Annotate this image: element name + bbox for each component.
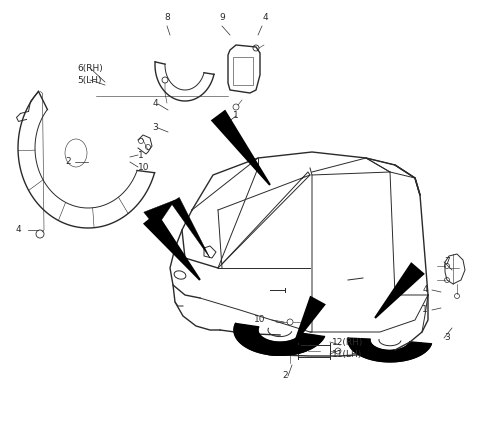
Polygon shape bbox=[348, 338, 432, 362]
Polygon shape bbox=[171, 197, 210, 258]
Text: 1: 1 bbox=[233, 111, 239, 121]
Text: 3: 3 bbox=[444, 333, 450, 343]
Text: 10: 10 bbox=[253, 316, 265, 325]
Polygon shape bbox=[238, 331, 275, 353]
Text: 2: 2 bbox=[282, 371, 288, 381]
Polygon shape bbox=[144, 200, 175, 228]
Text: 11(LH): 11(LH) bbox=[332, 349, 362, 359]
Text: 9: 9 bbox=[219, 14, 225, 22]
Text: 4: 4 bbox=[15, 225, 21, 235]
Text: 1: 1 bbox=[422, 306, 428, 314]
Text: 6(RH): 6(RH) bbox=[77, 63, 103, 73]
Text: 4: 4 bbox=[262, 14, 268, 22]
Polygon shape bbox=[143, 212, 201, 281]
Text: 3: 3 bbox=[152, 124, 158, 133]
Text: 10: 10 bbox=[138, 162, 149, 171]
Text: 1: 1 bbox=[138, 151, 144, 160]
Polygon shape bbox=[372, 351, 411, 359]
Polygon shape bbox=[234, 323, 324, 355]
Text: 8: 8 bbox=[164, 14, 170, 22]
Text: 5(LH): 5(LH) bbox=[78, 76, 102, 84]
Text: 12(RH): 12(RH) bbox=[332, 338, 363, 346]
Text: 2: 2 bbox=[65, 157, 71, 167]
Text: 4: 4 bbox=[152, 100, 158, 108]
Polygon shape bbox=[374, 262, 425, 319]
Polygon shape bbox=[294, 296, 326, 343]
Polygon shape bbox=[211, 110, 271, 186]
Text: 7: 7 bbox=[444, 257, 450, 267]
Text: 4: 4 bbox=[422, 286, 428, 295]
Polygon shape bbox=[268, 345, 306, 355]
